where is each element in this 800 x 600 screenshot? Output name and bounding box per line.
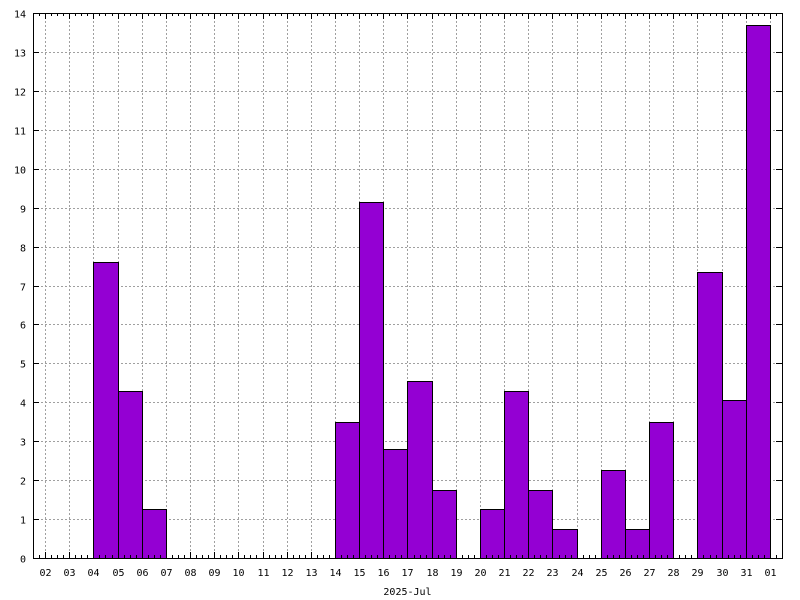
y-tick-label: 13 <box>14 49 26 60</box>
x-tick-label: 29 <box>691 568 703 579</box>
x-tick-label: 21 <box>498 568 510 579</box>
y-tick-label: 11 <box>14 127 26 138</box>
bar-15 <box>359 202 384 559</box>
x-tick-label: 13 <box>305 568 317 579</box>
x-tick-label: 22 <box>522 568 534 579</box>
bar-05 <box>118 391 143 559</box>
x-tick-label: 02 <box>39 568 51 579</box>
x-tick-label: 08 <box>184 568 196 579</box>
y-tick-label: 6 <box>20 321 26 332</box>
x-tick-label: 30 <box>716 568 728 579</box>
bar-18 <box>432 490 457 559</box>
bars-layer <box>93 25 771 559</box>
bar-14 <box>335 422 360 559</box>
x-tick-label: 11 <box>257 568 269 579</box>
bar-22 <box>528 490 553 559</box>
x-tick-label: 27 <box>643 568 655 579</box>
x-tick-label: 16 <box>377 568 389 579</box>
y-tick-label: 10 <box>14 166 26 177</box>
bar-16 <box>383 449 408 559</box>
y-tick-label: 4 <box>20 399 26 410</box>
x-tick-label: 09 <box>208 568 220 579</box>
x-tick-label: 12 <box>281 568 293 579</box>
y-tick-label: 0 <box>20 555 26 566</box>
x-tick-label: 26 <box>619 568 631 579</box>
x-tick-label: 25 <box>595 568 607 579</box>
x-tick-label: 01 <box>764 568 776 579</box>
bar-26 <box>625 529 650 559</box>
y-tick-label: 1 <box>20 516 26 527</box>
x-tick-label: 07 <box>160 568 172 579</box>
x-tick-label: 03 <box>63 568 75 579</box>
x-tick-label: 18 <box>426 568 438 579</box>
x-tick-label: 10 <box>232 568 244 579</box>
bar-27 <box>649 422 674 559</box>
x-tick-label: 23 <box>546 568 558 579</box>
bar-25 <box>601 470 626 559</box>
x-axis-title: 2025-Jul <box>383 587 431 598</box>
bar-17 <box>407 381 433 559</box>
bar-29 <box>697 272 723 559</box>
bar-31 <box>746 25 771 559</box>
y-tick-label: 12 <box>14 88 26 99</box>
x-tick-label: 05 <box>112 568 124 579</box>
x-tick-label: 31 <box>740 568 752 579</box>
y-tick-label: 7 <box>20 283 26 294</box>
x-tick-label: 19 <box>450 568 462 579</box>
x-tick-label: 15 <box>353 568 365 579</box>
x-tick-label: 06 <box>136 568 148 579</box>
bar-20 <box>480 509 505 559</box>
x-tick-label: 17 <box>401 568 413 579</box>
x-tick-label: 24 <box>571 568 583 579</box>
bar-23 <box>552 529 578 559</box>
x-tick-label: 14 <box>329 568 341 579</box>
bar-30 <box>722 400 747 559</box>
y-tick-label: 8 <box>20 244 26 255</box>
y-tick-label: 3 <box>20 438 26 449</box>
bar-04 <box>93 262 119 559</box>
y-tick-label: 9 <box>20 205 26 216</box>
y-tick-label: 2 <box>20 477 26 488</box>
bar-21 <box>504 391 529 559</box>
x-tick-label: 20 <box>474 568 486 579</box>
bar-06 <box>142 509 167 559</box>
y-tick-label: 5 <box>20 360 26 371</box>
y-tick-label: 14 <box>14 10 26 21</box>
x-tick-label: 28 <box>667 568 679 579</box>
x-tick-label: 04 <box>87 568 99 579</box>
